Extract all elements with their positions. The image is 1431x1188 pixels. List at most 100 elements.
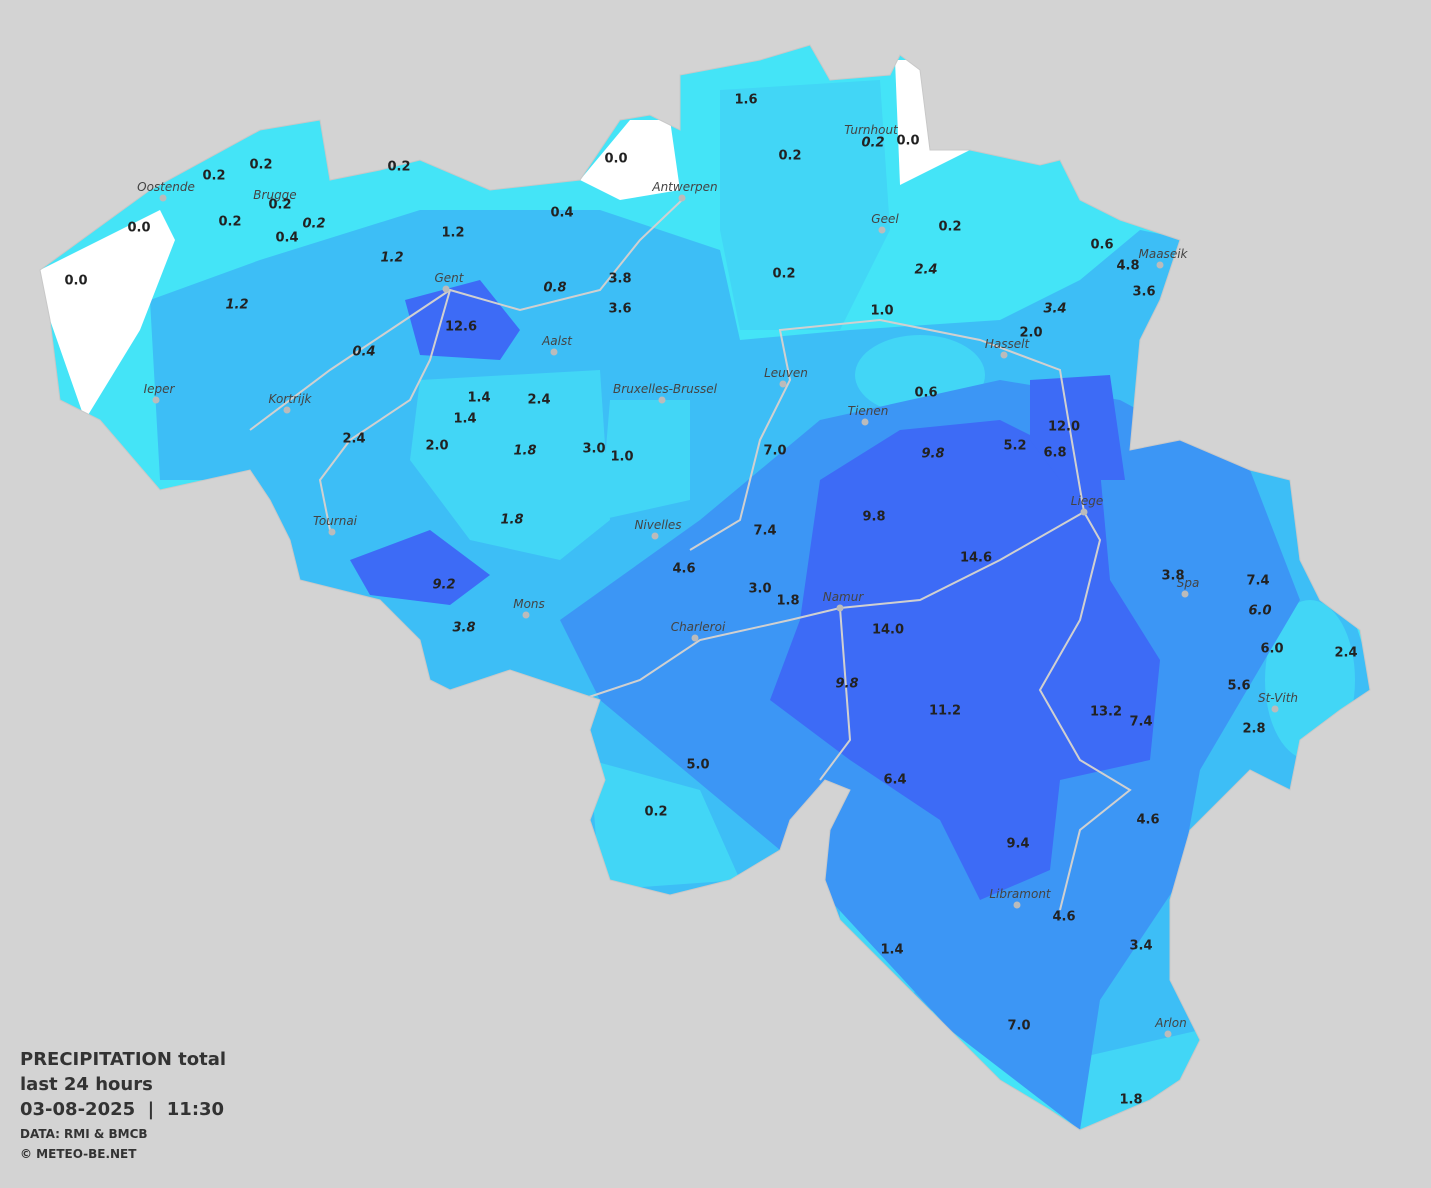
city-label: Charleroi: [671, 620, 726, 634]
station-value: 0.2: [772, 267, 795, 282]
station-value: 1.8: [776, 594, 799, 609]
city-dot: [159, 194, 167, 202]
city-dot: [550, 348, 558, 356]
station-value: 1.2: [441, 226, 464, 241]
title: PRECIPITATION total: [20, 1049, 226, 1070]
station-value: 2.4: [914, 263, 937, 278]
station-value: 0.4: [550, 206, 573, 221]
station-value: 11.2: [929, 704, 961, 719]
station-value: 6.0: [1248, 604, 1271, 619]
station-value: 12.6: [445, 320, 477, 335]
station-value: 7.4: [753, 524, 776, 539]
station-value: 1.8: [1119, 1093, 1142, 1108]
city-label: Namur: [823, 590, 865, 604]
no-rain: [40, 60, 970, 420]
station-value: 0.0: [604, 152, 627, 167]
city-dot: [658, 396, 666, 404]
station-value: 12.0: [1048, 420, 1080, 435]
station-value: 3.6: [608, 302, 631, 317]
station-value: 9.2: [432, 578, 455, 593]
station-value: 3.8: [608, 272, 631, 287]
city-dot: [442, 285, 450, 293]
city-label: Geel: [871, 212, 899, 226]
station-value: 0.8: [543, 281, 566, 296]
station-value: 0.2: [778, 149, 801, 164]
city-label: Mons: [513, 597, 545, 611]
station-value: 7.4: [1246, 574, 1269, 589]
city-label: Brugge: [253, 188, 296, 202]
city-dot: [328, 528, 336, 536]
station-value: 7.0: [1007, 1019, 1030, 1034]
station-value: 2.0: [1019, 326, 1042, 341]
city-dot: [878, 226, 886, 234]
city-dot: [836, 604, 844, 612]
city-label: St-Vith: [1258, 691, 1298, 705]
station-value: 4.6: [1136, 813, 1159, 828]
station-value: 1.0: [870, 304, 893, 319]
city-label: Hasselt: [985, 337, 1031, 351]
city-label: Turnhout: [844, 123, 899, 137]
city-dot: [1164, 1030, 1172, 1038]
subtitle: last 24 hours: [20, 1074, 153, 1095]
station-value: 0.0: [64, 274, 87, 289]
city-label: Tienen: [848, 404, 889, 418]
station-value: 3.8: [452, 621, 475, 636]
city-dot: [1080, 508, 1088, 516]
station-value: 0.2: [644, 805, 667, 820]
station-value: 0.2: [302, 217, 325, 232]
city-label: Leuven: [764, 366, 808, 380]
city-label: Libramont: [989, 887, 1052, 901]
source: DATA: RMI & BMCB: [20, 1127, 148, 1141]
cities: Oostende Brugge Antwerpen Turnhout Geel Maase…: [137, 123, 1298, 1038]
station-value: 2.8: [1242, 722, 1265, 737]
station-value: 7.4: [1129, 715, 1152, 730]
station-value: 1.0: [610, 450, 633, 465]
city-label: Ieper: [144, 382, 176, 396]
city-label: Kortrijk: [269, 392, 313, 406]
station-value: 3.4: [1043, 302, 1066, 317]
station-value: 0.6: [914, 386, 937, 401]
city-dot: [861, 418, 869, 426]
station-value: 0.0: [896, 134, 919, 149]
station-value: 9.4: [1006, 837, 1029, 852]
station-value: 4.8: [1116, 259, 1139, 274]
city-dot: [1156, 261, 1164, 269]
station-value: 1.4: [453, 412, 476, 427]
city-dot: [651, 532, 659, 540]
station-value: 6.0: [1260, 642, 1283, 657]
city-label: Antwerpen: [651, 180, 717, 194]
station-value: 3.6: [1132, 285, 1155, 300]
station-value: 1.6: [734, 93, 757, 108]
station-value: 1.2: [225, 298, 248, 313]
station-value: 0.4: [275, 231, 298, 246]
station-value: 2.0: [425, 439, 448, 454]
city-label: Bruxelles-Brussel: [613, 382, 718, 396]
city-dot: [522, 611, 530, 619]
city-label: Nivelles: [634, 518, 681, 532]
station-value: 0.6: [1090, 238, 1113, 253]
station-value: 7.0: [763, 444, 786, 459]
station-value: 9.8: [862, 510, 885, 525]
station-value: 0.2: [938, 220, 961, 235]
station-value: 0.2: [861, 136, 884, 151]
city-dot: [678, 194, 686, 202]
station-value: 2.4: [342, 432, 365, 447]
station-value: 5.2: [1003, 439, 1026, 454]
station-value: 9.8: [921, 447, 944, 462]
station-value: 1.4: [467, 391, 490, 406]
station-value: 0.2: [202, 169, 225, 184]
station-value: 3.0: [748, 582, 771, 597]
city-label: Liege: [1071, 494, 1103, 508]
city-dot: [779, 380, 787, 388]
station-value: 3.0: [582, 442, 605, 457]
station-value: 4.6: [1052, 910, 1075, 925]
city-dot: [1181, 590, 1189, 598]
station-value: 0.2: [249, 158, 272, 173]
station-value: 3.8: [1161, 569, 1184, 584]
station-value: 2.4: [1334, 646, 1357, 661]
credit: © METEO-BE.NET: [20, 1147, 137, 1161]
station-value: 6.4: [883, 773, 906, 788]
city-dot: [152, 396, 160, 404]
